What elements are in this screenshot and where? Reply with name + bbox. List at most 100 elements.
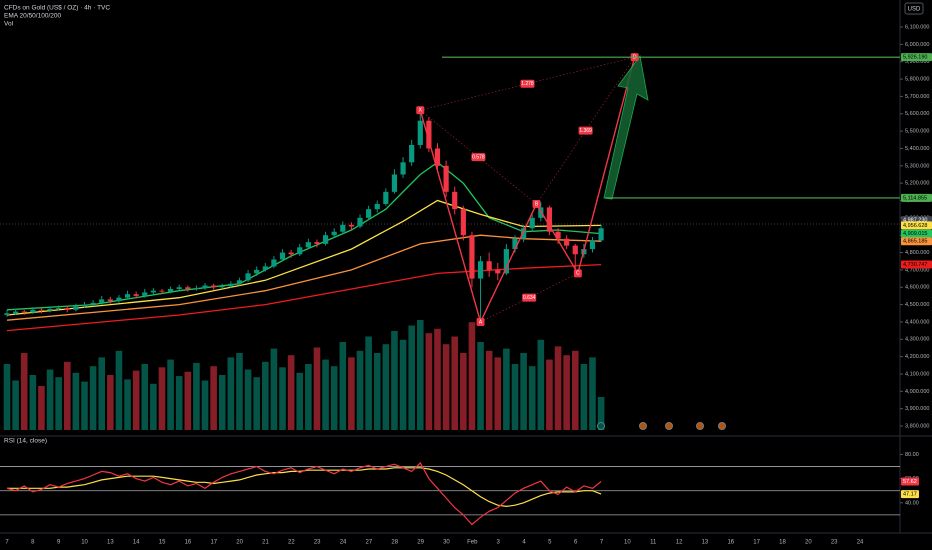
pattern-ratio-line — [480, 273, 578, 323]
candle-body — [391, 174, 398, 192]
x-tick-label: 27 — [366, 540, 373, 546]
x-tick-label: 7 — [5, 540, 9, 546]
candle-body — [452, 191, 458, 210]
pattern-leg — [479, 203, 538, 323]
price-label-box — [901, 237, 932, 246]
candle-body — [124, 294, 131, 298]
price-label-box — [901, 229, 932, 238]
event-icon[interactable] — [639, 422, 647, 430]
ratio-badge — [520, 79, 535, 88]
candle-body — [469, 235, 475, 279]
volume-bar — [520, 353, 527, 430]
volume-bar — [468, 322, 476, 430]
candle-body — [598, 228, 604, 241]
volume-bar — [485, 350, 493, 430]
x-tick-label: 28 — [391, 540, 398, 546]
x-tick-label: 10 — [81, 540, 88, 546]
x-tick-label: 23 — [831, 540, 838, 546]
x-tick-label: 6 — [574, 540, 578, 546]
event-icons — [597, 422, 726, 430]
volume-bar — [184, 371, 192, 430]
y-tick-label: 5,500.000 — [905, 129, 929, 135]
candle-body — [142, 292, 148, 296]
volume-bar — [597, 397, 605, 430]
ratio-label: 1.369 — [579, 128, 592, 134]
volume-bar — [12, 380, 19, 430]
y-tick-label: 3,800.000 — [905, 423, 929, 429]
price-label-box — [901, 193, 932, 202]
candle-body — [366, 209, 372, 218]
y-tick-label: 5,300.000 — [905, 163, 929, 169]
volume-bar — [546, 359, 553, 430]
y-tick-label: 5,900.000 — [905, 59, 929, 65]
pattern-point — [476, 317, 485, 326]
candle-body — [460, 209, 466, 236]
candle-body — [47, 308, 53, 311]
volume-bar — [503, 348, 510, 430]
y-tick-label: 3,900.000 — [905, 406, 929, 412]
pattern-point-label: X — [419, 108, 423, 114]
candle-body — [236, 280, 243, 284]
candle-body — [322, 235, 329, 244]
currency[interactable]: USD — [908, 7, 921, 13]
candle-body — [495, 269, 501, 274]
event-icon[interactable] — [665, 422, 673, 430]
x-tick-label: 7 — [600, 540, 604, 546]
event-icon[interactable] — [696, 422, 704, 430]
volume-bar — [382, 344, 390, 430]
candle-body — [572, 245, 578, 255]
pattern-point-label: A — [479, 319, 483, 325]
target-arrow — [603, 55, 649, 200]
y-tick-label: 4,500.000 — [905, 302, 929, 308]
candle-body — [107, 299, 113, 302]
candle-body — [417, 120, 423, 145]
volume-bar — [38, 386, 45, 430]
pattern-point — [416, 106, 425, 115]
volume-bar — [287, 355, 295, 430]
volume-bar — [356, 350, 364, 430]
price-label: 4,865.185 — [903, 239, 927, 245]
volume-bar — [571, 350, 579, 430]
volume-bar — [193, 362, 200, 430]
pattern-leg — [419, 110, 482, 323]
rsi-line — [6, 461, 602, 526]
candle-body — [185, 287, 191, 289]
candle-body — [400, 162, 406, 175]
x-tick-label: 14 — [133, 540, 140, 546]
candle-body — [262, 266, 268, 270]
volume-bar — [141, 364, 149, 430]
candle-body — [546, 207, 553, 232]
candle-body — [30, 309, 36, 313]
volume-bar — [554, 346, 562, 430]
candle-body — [288, 252, 294, 255]
candle-body — [538, 207, 544, 218]
volume-bar — [270, 348, 278, 430]
ratio-label: 0.578 — [472, 154, 485, 160]
volume-bar — [365, 336, 372, 430]
volume-bar — [305, 364, 312, 430]
candle-body — [357, 217, 363, 227]
price-label: 4,956.628 — [903, 223, 927, 229]
candle-body — [305, 242, 311, 248]
candle-body — [56, 308, 62, 309]
x-tick-label: 13 — [702, 540, 709, 546]
volume-bar — [348, 357, 355, 430]
candle-body — [254, 269, 260, 274]
event-icon[interactable] — [718, 422, 726, 430]
x-tick-label: 21 — [262, 540, 269, 546]
rsi-title: RSI (14, close) — [4, 438, 47, 445]
x-tick-label: 22 — [288, 540, 295, 546]
volume-bar — [262, 361, 269, 430]
indicator-title: EMA 20/50/100/200 — [4, 13, 61, 20]
volume-bar — [494, 357, 502, 430]
volume-bar — [451, 336, 459, 430]
y-tick-label: 5,200.000 — [905, 181, 929, 187]
ratio-badge — [471, 153, 486, 162]
candle-body — [340, 224, 346, 232]
candle-body — [90, 302, 96, 305]
x-tick-label: 24 — [340, 540, 347, 546]
volume-bar — [124, 379, 131, 430]
currency-box[interactable] — [904, 2, 924, 15]
volume-bar — [408, 325, 415, 430]
rsi-value-box — [901, 490, 919, 499]
